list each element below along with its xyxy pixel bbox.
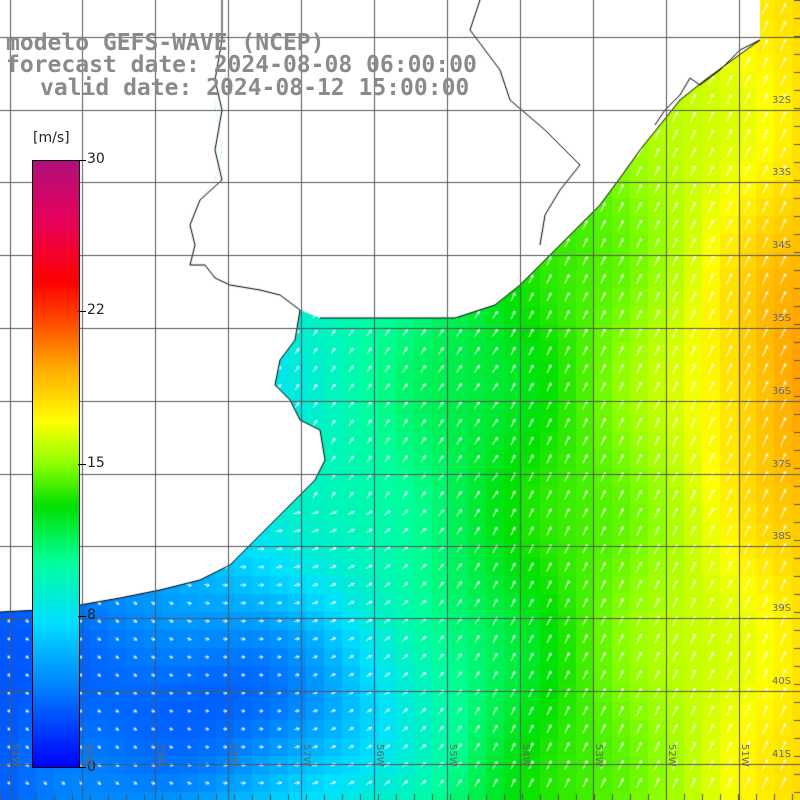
valid-date: valid date: 2024-08-12 15:00:00 <box>40 75 470 101</box>
colorbar-tick-15: 15 <box>87 455 105 471</box>
lat-label: 35S <box>772 313 792 324</box>
lat-label: 41S <box>772 749 792 760</box>
colorbar-unit: [m/s] <box>33 130 70 146</box>
lon-label: 60W <box>83 744 94 767</box>
lon-label: 51W <box>739 744 750 767</box>
lon-label: 57W <box>301 744 312 767</box>
lon-label: 59W <box>155 744 166 767</box>
colorbar <box>32 160 80 768</box>
lon-label: 54W <box>520 744 531 767</box>
colorbar-tick-8: 8 <box>87 607 96 623</box>
colorbar-tickmark <box>78 160 86 161</box>
lat-label: 33S <box>772 167 792 178</box>
forecast-date: forecast date: 2024-08-08 06:00:00 <box>6 52 477 78</box>
lat-label: 40S <box>772 676 792 687</box>
lon-label: 61W <box>10 744 21 767</box>
colorbar-tickmark <box>78 311 86 312</box>
lon-label: 55W <box>447 744 458 767</box>
lat-label: 34S <box>772 240 792 251</box>
lon-label: 52W <box>666 744 677 767</box>
lon-label: 53W <box>593 744 604 767</box>
lat-label: 36S <box>772 386 792 397</box>
lat-label: 37S <box>772 459 792 470</box>
colorbar-tickmark <box>78 616 86 617</box>
colorbar-tick-0: 0 <box>87 759 96 775</box>
model-title: modelo GEFS-WAVE (NCEP) <box>6 30 325 56</box>
lat-label: 32S <box>772 95 792 106</box>
colorbar-tick-22: 22 <box>87 302 105 318</box>
lon-label: 56W <box>374 744 385 767</box>
lat-label: 38S <box>772 531 792 542</box>
lat-label: 39S <box>772 603 792 614</box>
colorbar-tickmark <box>78 767 86 768</box>
colorbar-tick-30: 30 <box>87 151 105 167</box>
colorbar-tickmark <box>78 464 86 465</box>
lon-label: 58W <box>228 744 239 767</box>
